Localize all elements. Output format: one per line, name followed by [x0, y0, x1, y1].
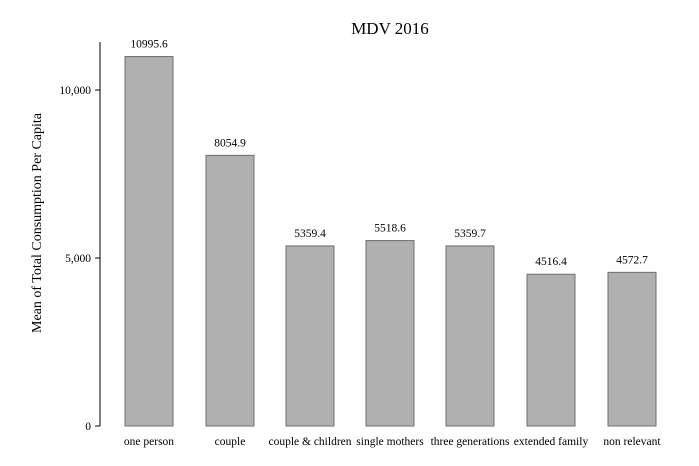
category-label: non relevant: [603, 436, 661, 448]
category-labels: one person couple couple & children single …: [124, 436, 661, 448]
data-labels: 10995.6 8054.9 5359.4 5518.6 5359.7 4516.4 457…: [130, 39, 648, 269]
y-tick-label: 10,000: [59, 85, 91, 97]
category-label: single mothers: [356, 436, 424, 448]
bar-2: [285, 245, 335, 427]
category-label: three generations: [431, 436, 510, 448]
bar-6: [607, 271, 657, 427]
category-label: couple & children: [268, 436, 351, 448]
bar-3: [365, 240, 415, 427]
bar-0: [124, 56, 174, 427]
bars: [124, 56, 657, 427]
data-label: 5359.7: [454, 228, 486, 240]
category-label: extended family: [514, 436, 589, 448]
y-axis-label: Mean of Total Consumption Per Capita: [30, 112, 45, 333]
bar-1: [205, 154, 255, 427]
data-label: 10995.6: [130, 39, 168, 51]
bar-4: [445, 245, 495, 427]
bar-5: [526, 273, 576, 427]
y-tick-label: 5,000: [65, 253, 91, 265]
chart-title: MDV 2016: [351, 19, 429, 38]
y-tick-label: 0: [85, 421, 91, 433]
y-ticks: 0 5,000 10,000: [59, 85, 100, 433]
data-label: 5359.4: [294, 228, 326, 240]
data-label: 5518.6: [374, 223, 406, 235]
data-label: 4516.4: [535, 256, 567, 268]
category-label: one person: [124, 436, 174, 448]
data-label: 4572.7: [616, 254, 648, 266]
data-label: 8054.9: [214, 137, 246, 149]
category-label: couple: [215, 436, 246, 448]
